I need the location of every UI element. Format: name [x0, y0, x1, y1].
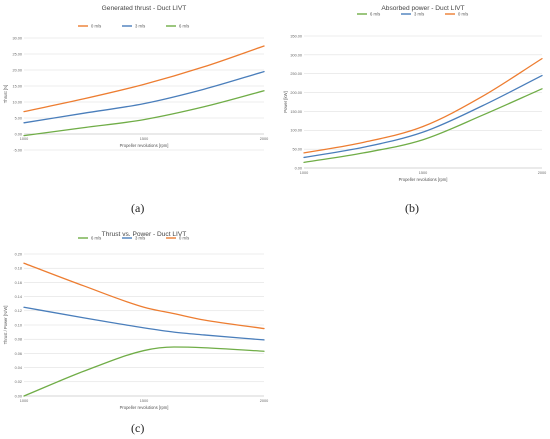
- y-axis-title: Thrust / Power [N/W]: [3, 306, 8, 345]
- y-tick-label: 0.12: [15, 309, 22, 313]
- series-line: [303, 88, 543, 163]
- chart-panel-thrust: Generated thrust - Duct LIVT 0 m/s 3 m/s 6 …: [2, 2, 272, 182]
- x-tick-label: 2000: [538, 171, 546, 175]
- chart-title: Thrust vs. Power - Duct LIVT: [102, 231, 187, 238]
- series-line: [23, 45, 265, 113]
- y-tick-label: 300.00: [290, 53, 302, 57]
- y-axis-title: Power [kW]: [283, 91, 288, 112]
- x-tick-label: 1500: [140, 137, 148, 141]
- y-tick-label: 50.00: [292, 148, 302, 152]
- series-line: [23, 70, 265, 124]
- legend-label: 0 m/s: [458, 12, 468, 17]
- legend-label: 0 m/s: [179, 236, 189, 241]
- x-tick-label: 1500: [419, 171, 427, 175]
- chart-title: Absorbed power - Duct LIVT: [381, 5, 464, 12]
- y-tick-label: 0.00: [15, 132, 22, 136]
- y-tick-label: -5.00: [13, 148, 22, 152]
- y-tick-label: 0.04: [15, 366, 22, 370]
- legend-label: 6 m/s: [91, 236, 101, 241]
- legend-label: 3 m/s: [135, 24, 145, 29]
- x-tick-label: 2000: [260, 399, 268, 403]
- y-tick-label: 350.00: [290, 34, 302, 38]
- x-tick-label: 2000: [260, 137, 268, 141]
- panel-label-b: (b): [405, 201, 419, 215]
- y-tick-label: 0.00: [15, 394, 22, 398]
- y-tick-label: 0.00: [295, 166, 302, 170]
- legend-label: 0 m/s: [91, 24, 101, 29]
- y-tick-label: 10.00: [12, 100, 22, 104]
- y-tick-label: 0.08: [15, 338, 22, 342]
- y-tick-label: 0.18: [15, 267, 22, 271]
- legend-label: 3 m/s: [135, 236, 145, 241]
- chart-panel-power: Absorbed power - Duct LIVT 6 m/s 3 m/s 0 m/…: [278, 2, 548, 182]
- series-line: [303, 57, 543, 154]
- y-tick-label: 100.00: [290, 129, 302, 133]
- chart-panel-thrust-vs-power: Thrust vs. Power - Duct LIVT 6 m/s 3 m/s 0 …: [2, 228, 272, 418]
- y-tick-label: 20.00: [12, 68, 22, 72]
- y-tick-label: 25.00: [12, 52, 22, 56]
- legend-label: 6 m/s: [370, 12, 380, 17]
- y-tick-label: 15.00: [12, 84, 22, 88]
- y-tick-label: 0.20: [15, 252, 22, 256]
- y-tick-label: 0.10: [15, 323, 22, 327]
- y-tick-label: 30.00: [12, 36, 22, 40]
- x-axis-title: Propeller revolutions [rpm]: [120, 143, 169, 148]
- y-tick-label: 0.02: [15, 380, 22, 384]
- series-line: [23, 90, 265, 137]
- y-tick-label: 0.06: [15, 352, 22, 356]
- legend-label: 6 m/s: [179, 24, 189, 29]
- series-line: [303, 74, 543, 159]
- series-line: [23, 306, 265, 341]
- chart-title: Generated thrust - Duct LIVT: [102, 5, 187, 12]
- y-tick-label: 200.00: [290, 91, 302, 95]
- y-tick-label: 0.16: [15, 281, 22, 285]
- x-axis-title: Propeller revolutions [rpm]: [120, 405, 169, 410]
- panel-label-a: (a): [131, 201, 145, 215]
- series-line: [23, 262, 265, 330]
- legend-label: 3 m/s: [414, 12, 424, 17]
- x-tick-label: 1000: [300, 171, 308, 175]
- x-tick-label: 1000: [20, 399, 28, 403]
- y-tick-label: 150.00: [290, 110, 302, 114]
- y-tick-label: 5.00: [15, 116, 22, 120]
- x-axis-title: Propeller revolutions [rpm]: [399, 177, 448, 182]
- y-tick-label: 250.00: [290, 72, 302, 76]
- thrust-chart: Generated thrust - Duct LIVT 0 m/s 3 m/s 6 …: [3, 5, 268, 152]
- series-line: [23, 346, 265, 397]
- panel-label-c: (c): [131, 421, 145, 435]
- y-tick-label: 0.14: [15, 295, 22, 299]
- y-axis-title: Thrust [N]: [3, 85, 8, 103]
- x-tick-label: 1500: [140, 399, 148, 403]
- x-tick-label: 1000: [20, 137, 28, 141]
